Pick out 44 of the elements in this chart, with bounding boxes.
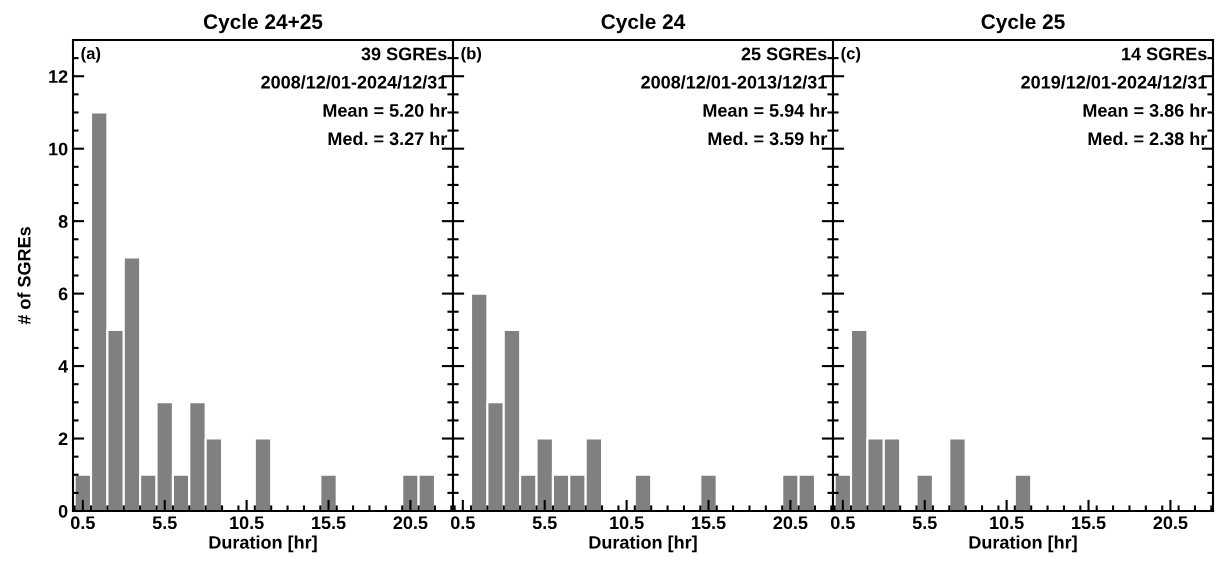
annotation: (c) bbox=[841, 47, 861, 63]
annotation: Med. = 3.59 hr bbox=[708, 131, 828, 146]
annotation: 2019/12/01-2024/12/31 bbox=[1021, 75, 1207, 89]
annotation: (b) bbox=[461, 47, 482, 63]
chart-title: Cycle 25 bbox=[981, 13, 1065, 34]
x-tick-label: 10.5 bbox=[610, 516, 644, 530]
y-tick-label: 12 bbox=[49, 70, 68, 83]
annotation: Med. = 2.38 hr bbox=[1088, 131, 1208, 146]
annotation: 2008/12/01-2024/12/31 bbox=[261, 75, 447, 89]
y-tick-label: 2 bbox=[58, 432, 68, 446]
annotation: Med. = 3.27 hr bbox=[328, 131, 448, 146]
annotation: (a) bbox=[81, 47, 101, 63]
x-tick-label: 0.5 bbox=[450, 516, 475, 530]
x-tick-label: 15.5 bbox=[1072, 516, 1106, 530]
x-tick-label: 20.5 bbox=[1153, 516, 1188, 530]
x-tick-label: 20.5 bbox=[773, 516, 808, 530]
x-tick-label: 10.5 bbox=[990, 516, 1024, 530]
x-tick-label: 20.5 bbox=[393, 516, 428, 530]
annotation: 39 SGREs bbox=[361, 47, 447, 61]
y-tick-label: 4 bbox=[58, 360, 69, 373]
y-tick-label: 6 bbox=[58, 287, 68, 301]
y-tick-label: 0 bbox=[58, 504, 68, 518]
annotation: 2008/12/01-2013/12/31 bbox=[641, 75, 827, 89]
x-tick-label: 5.5 bbox=[532, 516, 557, 530]
chart-title: Cycle 24 bbox=[601, 13, 686, 34]
x-axis-title: Duration [hr] bbox=[969, 535, 1077, 553]
x-axis-title: Duration [hr] bbox=[209, 535, 317, 553]
x-tick-label: 0.5 bbox=[70, 516, 95, 530]
x-tick-label: 5.5 bbox=[152, 516, 177, 530]
x-tick-label: 10.5 bbox=[230, 516, 264, 530]
chart-title: Cycle 24+25 bbox=[203, 13, 323, 34]
x-tick-label: 5.5 bbox=[912, 516, 937, 530]
annotation: 25 SGREs bbox=[741, 47, 827, 61]
y-tick-label: 8 bbox=[58, 215, 68, 228]
y-axis-title: # of SGREs bbox=[17, 227, 31, 325]
x-tick-label: 15.5 bbox=[312, 516, 346, 530]
annotation: Mean = 5.20 hr bbox=[323, 103, 448, 117]
x-axis-title: Duration [hr] bbox=[589, 535, 697, 553]
x-tick-label: 15.5 bbox=[692, 516, 726, 530]
x-tick-label: 0.5 bbox=[830, 516, 855, 530]
annotation: Mean = 5.94 hr bbox=[703, 103, 828, 117]
annotation: Mean = 3.86 hr bbox=[1083, 103, 1208, 117]
annotation: 14 SGREs bbox=[1122, 47, 1207, 61]
y-tick-label: 10 bbox=[49, 142, 68, 156]
